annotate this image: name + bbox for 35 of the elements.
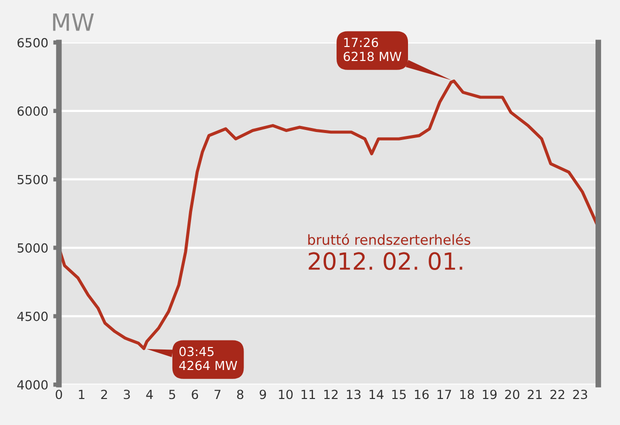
x-tick-label: 22 [550,390,564,399]
x-tick-label: 8 [237,390,244,400]
annotation: 03:45 4264 MW [179,346,238,370]
x-tick-label: 10 [278,390,293,400]
x-tick-label: 11 [302,390,315,399]
y-tick-label: 4500 [17,312,48,322]
x-tick-label: 3 [124,390,130,400]
x-tick-label: 7 [214,390,220,399]
annotation: 17:26 6218 MW [344,38,402,62]
x-tick-label: 15 [392,390,406,400]
y-tick-label: 5000 [18,243,48,253]
x-tick-label: 6 [192,390,198,400]
y-axis-title: MW [53,14,94,31]
y-tick-label: 6000 [18,106,48,116]
x-tick-label: 17 [438,390,452,399]
y-tick-label: 4000 [17,380,48,390]
x-tick-label: 5 [169,390,176,400]
x-tick-label: 12 [324,390,338,399]
x-tick-label: 16 [414,390,429,400]
x-tick-label: 19 [482,390,497,400]
x-tick-label: 14 [370,390,384,399]
y-tick-label: 6500 [18,38,48,48]
annotation: 2012. 02. 01. [308,252,462,270]
y-tick-label: 5500 [18,174,48,184]
x-tick-label: 13 [346,390,360,400]
annotation: bruttó rendszerterhelés [308,234,470,245]
x-tick-label: 23 [573,390,588,400]
x-tick-label: 21 [528,390,542,399]
x-tick-label: 4 [146,390,153,399]
x-tick-label: 18 [460,390,474,400]
x-tick-label: 9 [260,390,266,400]
x-tick-label: 2 [101,390,107,399]
x-tick-label: 0 [56,390,62,400]
x-tick-label: 1 [78,390,84,399]
x-tick-label: 20 [505,390,520,400]
